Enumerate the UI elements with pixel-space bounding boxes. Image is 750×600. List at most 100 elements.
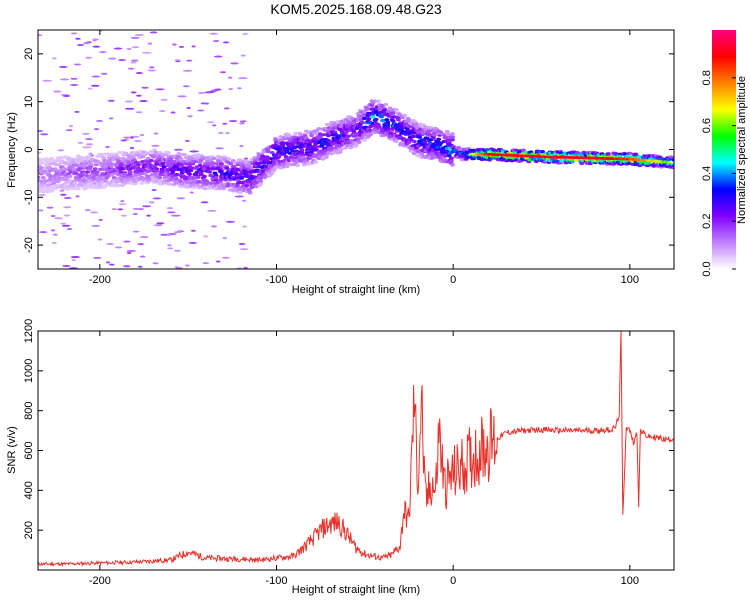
spectrogram-cell xyxy=(167,211,176,214)
spectrogram-cell xyxy=(260,154,266,158)
spectrogram-cell xyxy=(222,157,227,161)
spectrogram-cell xyxy=(122,265,131,268)
spectrogram-cell xyxy=(304,151,310,155)
spectrogram-cell xyxy=(117,150,123,155)
spectrogram-cell xyxy=(92,38,99,41)
spectrogram-cell xyxy=(51,181,57,185)
spectrogram-cell xyxy=(115,155,120,159)
spectrogram-cell xyxy=(273,153,278,157)
spectrogram-cell xyxy=(222,122,228,125)
spectrogram-cell xyxy=(156,222,165,225)
spectrogram-cell xyxy=(295,163,301,167)
spectrogram-cell xyxy=(170,111,176,114)
spectrogram-cell xyxy=(42,79,53,82)
spectrogram-cell xyxy=(158,110,166,113)
spectrogram-cell xyxy=(38,151,42,154)
spectrogram-cell xyxy=(129,146,135,149)
spectrogram-cell xyxy=(98,51,107,54)
spectrogram-cell xyxy=(63,206,72,209)
spectrogram-cell xyxy=(237,87,242,90)
spectrogram-cell xyxy=(68,125,74,128)
colorbar-tick-label: 0.6 xyxy=(701,118,713,133)
spectrogram-cell xyxy=(417,135,422,139)
spectrogram-cell xyxy=(117,59,127,62)
spectrogram-cell xyxy=(126,47,132,50)
spectrogram-cell xyxy=(173,231,182,234)
spectrogram-cell xyxy=(189,150,199,153)
spectrogram-cell xyxy=(338,147,344,151)
spectrogram-cell xyxy=(129,136,134,139)
spectrogram-cell xyxy=(63,197,72,200)
spectrogram-y-tick-label: 10 xyxy=(23,96,35,108)
spectrogram-cell xyxy=(62,264,71,267)
spectrogram-cell xyxy=(239,145,244,148)
spectrogram-cell xyxy=(320,157,326,161)
spectrogram-cell xyxy=(187,115,193,118)
spectrogram-cell xyxy=(186,59,193,62)
spectrogram-cell xyxy=(343,146,348,150)
spectrogram-cell xyxy=(147,42,153,45)
spectrogram-cell xyxy=(316,127,322,131)
spectrogram-cell xyxy=(151,189,157,192)
spectrogram-cell xyxy=(262,176,268,180)
spectrogram-cell xyxy=(38,209,44,212)
spectrogram-cell xyxy=(383,102,389,107)
spectrogram-cell xyxy=(182,85,190,88)
spectrogram-cell xyxy=(234,184,240,188)
spectrogram-cell xyxy=(132,207,141,210)
spectrogram-cell xyxy=(73,63,82,66)
spectrogram-cell xyxy=(461,147,467,151)
spectrogram-cell xyxy=(450,135,455,139)
spectrogram-cell xyxy=(211,156,217,160)
spectrogram-cell xyxy=(50,214,56,217)
spectrogram-cell xyxy=(487,158,492,162)
spectrogram-cell xyxy=(670,155,674,160)
spectrogram-cell xyxy=(131,46,140,49)
snr-y-tick-label: 1000 xyxy=(23,359,35,383)
spectrogram-cell xyxy=(85,143,94,146)
spectrogram-cell xyxy=(446,154,452,158)
spectrogram-cell xyxy=(425,153,431,158)
colorbar-tick-label: 0.0 xyxy=(701,261,713,276)
snr-y-tick-label: 1200 xyxy=(23,319,35,343)
spectrogram-cell xyxy=(269,150,275,155)
spectrogram-cell xyxy=(345,143,350,148)
spectrogram-cell xyxy=(393,108,399,112)
spectrogram-cell xyxy=(344,127,349,132)
spectrogram-cell xyxy=(184,264,190,267)
spectrogram-cell xyxy=(149,31,158,34)
spectrogram-cell xyxy=(243,157,249,160)
spectrogram-cell xyxy=(239,248,249,251)
spectrogram-cell xyxy=(419,152,425,156)
spectrogram-cell xyxy=(137,243,145,246)
spectrogram-cell xyxy=(450,132,455,136)
spectrogram-cell xyxy=(217,180,223,184)
spectrogram-cell xyxy=(154,167,160,171)
spectrogram-cell xyxy=(176,152,182,156)
snr-x-tick-label: 100 xyxy=(621,575,639,587)
spectrogram-cell xyxy=(166,207,174,210)
spectrogram-cell xyxy=(50,229,56,232)
spectrogram-cell xyxy=(76,167,82,171)
spectrogram-cell xyxy=(219,71,227,74)
spectrogram-cell xyxy=(53,90,62,93)
spectrogram-cell xyxy=(188,242,198,245)
spectrogram-cell xyxy=(211,89,220,92)
spectrogram-cell xyxy=(38,167,44,171)
spectrogram-cell xyxy=(165,151,171,155)
spectrogram-cell xyxy=(281,152,287,156)
spectrogram-cell xyxy=(118,170,124,174)
spectrogram-cell xyxy=(210,162,216,166)
spectrogram-cell xyxy=(66,227,73,230)
spectrogram-cell xyxy=(126,249,137,252)
spectrogram-cell xyxy=(204,91,215,94)
spectrogram-cell xyxy=(118,203,127,206)
spectrogram-cell xyxy=(299,150,305,154)
spectrogram-cell xyxy=(133,139,142,142)
spectrogram-cell xyxy=(40,133,49,136)
spectrogram-cell xyxy=(178,157,184,161)
snr-x-tick-label: 0 xyxy=(450,575,456,587)
spectrogram-cell xyxy=(88,87,93,90)
spectrogram-cell xyxy=(105,146,110,149)
spectrogram-cell xyxy=(38,175,41,179)
